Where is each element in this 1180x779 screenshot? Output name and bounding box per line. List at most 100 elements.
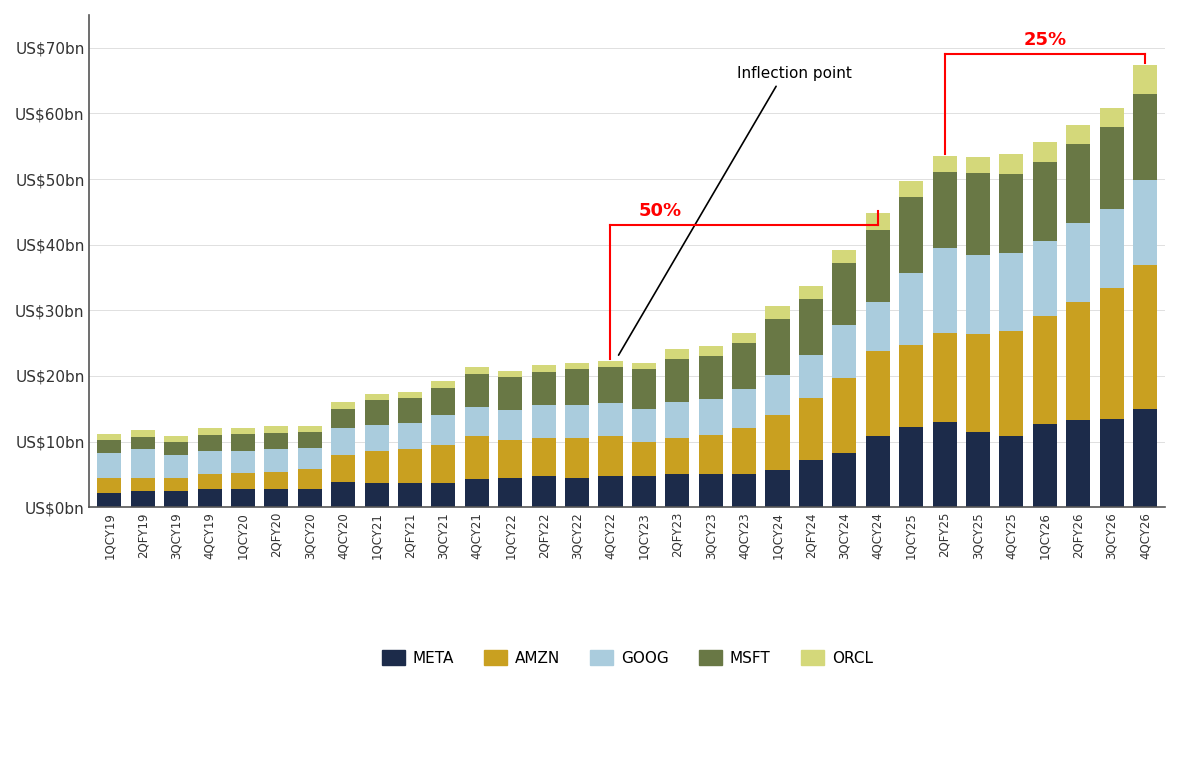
- Bar: [832, 263, 857, 326]
- Bar: [432, 415, 455, 445]
- Bar: [131, 430, 155, 437]
- Bar: [899, 345, 923, 427]
- Bar: [465, 436, 489, 479]
- Bar: [465, 479, 489, 507]
- Bar: [666, 349, 689, 359]
- Bar: [699, 399, 722, 435]
- Bar: [999, 154, 1023, 174]
- Bar: [999, 436, 1023, 507]
- Bar: [631, 363, 656, 369]
- Bar: [98, 434, 122, 440]
- Bar: [1066, 420, 1090, 507]
- Bar: [498, 371, 523, 377]
- Bar: [932, 422, 957, 507]
- Bar: [398, 483, 422, 507]
- Bar: [264, 488, 288, 507]
- Bar: [131, 437, 155, 449]
- Bar: [231, 473, 255, 488]
- Bar: [1100, 108, 1123, 127]
- Bar: [532, 372, 556, 405]
- Bar: [1032, 143, 1057, 162]
- Bar: [164, 478, 189, 492]
- Bar: [631, 409, 656, 442]
- Bar: [365, 451, 388, 483]
- Bar: [332, 402, 355, 409]
- Bar: [432, 388, 455, 415]
- Bar: [565, 478, 589, 507]
- Bar: [565, 405, 589, 439]
- Bar: [799, 355, 822, 397]
- Bar: [98, 478, 122, 493]
- Bar: [498, 478, 523, 507]
- Bar: [465, 374, 489, 407]
- Bar: [732, 333, 756, 343]
- Bar: [799, 286, 822, 299]
- Bar: [498, 377, 523, 410]
- Bar: [799, 460, 822, 507]
- Bar: [1066, 125, 1090, 144]
- Bar: [1032, 425, 1057, 507]
- Bar: [297, 426, 322, 432]
- Bar: [1066, 223, 1090, 301]
- Bar: [832, 326, 857, 378]
- Bar: [297, 432, 322, 448]
- Bar: [231, 435, 255, 451]
- Bar: [866, 436, 890, 507]
- Bar: [598, 404, 623, 436]
- Bar: [766, 306, 789, 319]
- Bar: [332, 455, 355, 482]
- Bar: [1100, 210, 1123, 288]
- Bar: [999, 331, 1023, 436]
- Bar: [432, 483, 455, 507]
- Bar: [966, 334, 990, 432]
- Bar: [465, 368, 489, 374]
- Bar: [699, 347, 722, 356]
- Bar: [766, 375, 789, 414]
- Bar: [131, 492, 155, 507]
- Bar: [766, 414, 789, 471]
- Bar: [932, 333, 957, 422]
- Bar: [598, 361, 623, 368]
- Bar: [866, 213, 890, 230]
- Bar: [332, 428, 355, 455]
- Legend: META, AMZN, GOOG, MSFT, ORCL: META, AMZN, GOOG, MSFT, ORCL: [375, 644, 879, 671]
- Bar: [832, 453, 857, 507]
- Bar: [332, 482, 355, 507]
- Bar: [365, 483, 388, 507]
- Bar: [766, 471, 789, 507]
- Bar: [264, 426, 288, 433]
- Bar: [398, 398, 422, 422]
- Bar: [332, 409, 355, 428]
- Bar: [666, 474, 689, 507]
- Bar: [164, 442, 189, 456]
- Bar: [98, 440, 122, 453]
- Bar: [832, 250, 857, 263]
- Bar: [98, 493, 122, 507]
- Bar: [297, 488, 322, 507]
- Bar: [197, 435, 222, 451]
- Bar: [432, 381, 455, 388]
- Bar: [631, 476, 656, 507]
- Bar: [732, 428, 756, 474]
- Bar: [699, 435, 722, 474]
- Bar: [398, 422, 422, 449]
- Bar: [164, 456, 189, 478]
- Bar: [1133, 65, 1156, 94]
- Bar: [1100, 127, 1123, 210]
- Bar: [498, 410, 523, 439]
- Bar: [1100, 419, 1123, 507]
- Bar: [699, 474, 722, 507]
- Bar: [264, 449, 288, 472]
- Bar: [598, 368, 623, 404]
- Text: Inflection point: Inflection point: [736, 65, 852, 80]
- Bar: [1133, 94, 1156, 180]
- Bar: [666, 438, 689, 474]
- Bar: [598, 436, 623, 476]
- Bar: [532, 365, 556, 372]
- Bar: [699, 356, 722, 399]
- Bar: [899, 273, 923, 345]
- Bar: [398, 392, 422, 398]
- Bar: [197, 451, 222, 474]
- Bar: [799, 299, 822, 355]
- Bar: [832, 378, 857, 453]
